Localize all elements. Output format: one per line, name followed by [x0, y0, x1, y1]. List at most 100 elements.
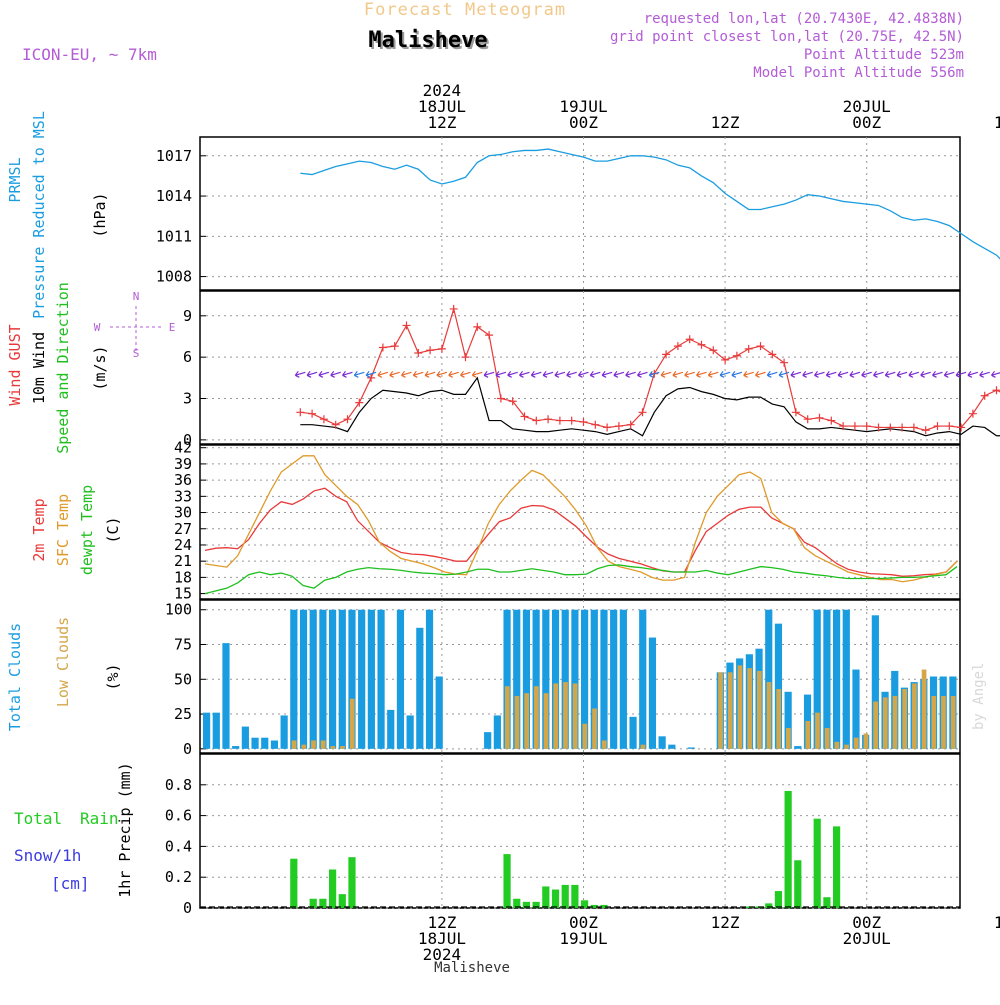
header-subtitle: Forecast Meteogram: [364, 0, 566, 20]
wind-gust-marker: [757, 342, 765, 350]
wind-gust-line: [300, 305, 1000, 430]
wind-gust-marker: [745, 345, 753, 353]
total-cloud-bar: [387, 710, 394, 749]
wind-label-10m: 10m Wind: [30, 332, 48, 404]
wind-gust-marker: [403, 321, 411, 329]
temp-label-2m: 2m Temp: [30, 498, 48, 561]
low-cloud-bar: [854, 738, 859, 749]
wind-gust-marker: [686, 335, 694, 343]
wind-direction-arrow: [933, 371, 943, 377]
compass-cross: [110, 306, 162, 352]
rain-bar: [348, 857, 355, 908]
cloud-unit: (%): [104, 663, 122, 690]
wind-direction-arrow: [484, 371, 494, 377]
cloud-tick-label: 100: [165, 601, 192, 619]
temp-dewpoint-line: [205, 565, 957, 594]
low-cloud-bar: [815, 713, 820, 749]
wind-gust-marker: [591, 421, 599, 429]
total-cloud-bar: [368, 610, 375, 749]
low-cloud-bar: [292, 740, 297, 748]
pressure-line: [300, 149, 1000, 279]
total-cloud-bar: [281, 715, 288, 748]
total-cloud-bar: [852, 670, 859, 749]
total-cloud-bar: [649, 638, 656, 749]
requested-location: requested lon,lat (20.7430E, 42.4838N): [644, 11, 964, 27]
wind-direction-arrow: [390, 371, 400, 377]
precip-tick-label: 0.4: [165, 837, 192, 855]
wind-direction-arrow: [956, 371, 966, 377]
wind-tick-label: 3: [183, 390, 192, 408]
wind-direction-arrow: [992, 371, 1000, 377]
wind-direction-arrow: [531, 371, 541, 377]
wind-direction-arrow: [307, 371, 317, 377]
low-cloud-bar: [922, 670, 927, 749]
total-cloud-bar: [659, 736, 666, 749]
pressure-tick-label: 1011: [156, 227, 192, 245]
low-cloud-bar: [805, 721, 810, 749]
total-cloud-bar: [833, 610, 840, 749]
rain-bar: [823, 897, 830, 908]
wind-gust-marker: [296, 408, 304, 416]
wind-label-direction: Speed and Direction: [54, 282, 72, 454]
wind-direction-arrow: [508, 371, 518, 377]
wind-tick-label: 6: [183, 348, 192, 366]
wind-direction-arrow: [944, 371, 954, 377]
temp-label-dewpoint: dewpt Temp: [78, 485, 96, 575]
total-cloud-bar: [639, 610, 646, 749]
total-cloud-bar: [794, 746, 801, 749]
pressure-label-msl: Pressure Reduced to MSL: [30, 111, 48, 319]
top-time-label: 00Z: [852, 113, 881, 132]
total-cloud-bar: [329, 610, 336, 749]
wind-direction-arrow: [850, 371, 860, 377]
rain-bar: [562, 885, 569, 908]
wind-direction-arrow: [378, 371, 388, 377]
low-cloud-bar: [583, 724, 588, 749]
wind-direction-arrow: [602, 371, 612, 377]
low-cloud-bar: [931, 696, 936, 749]
pressure-unit: (hPa): [91, 192, 109, 237]
temp-sfc-line: [205, 456, 957, 582]
wind-direction-arrow: [980, 371, 990, 377]
wind-direction-arrow: [803, 371, 813, 377]
wind-direction-arrow: [897, 371, 907, 377]
low-cloud-bar: [544, 693, 549, 749]
wind-gust-marker: [863, 422, 871, 430]
rain-bar: [794, 860, 801, 908]
model-label: ICON-EU, ~ 7km: [22, 45, 157, 64]
precip-tick-label: 0: [183, 899, 192, 917]
low-cloud-bar: [515, 696, 520, 749]
low-cloud-bar: [776, 689, 781, 749]
wind-gust-marker: [556, 417, 564, 425]
low-cloud-bar: [825, 728, 830, 749]
low-cloud-bar: [728, 672, 733, 749]
low-cloud-bar: [883, 697, 888, 748]
wind-gust-marker: [851, 422, 859, 430]
low-cloud-bar: [350, 699, 355, 749]
low-cloud-bar: [873, 702, 878, 749]
wind-direction-arrow: [295, 371, 305, 377]
pressure-label-prmsl: PRMSL: [6, 157, 24, 202]
wind-direction-arrow: [354, 371, 364, 377]
wind-gust-marker: [462, 353, 470, 361]
wind-direction-arrow: [874, 371, 884, 377]
pressure-tick-label: 1014: [156, 187, 192, 205]
low-cloud-bar: [592, 708, 597, 748]
precip-tick-label: 0.2: [165, 868, 192, 886]
wind-direction-arrow: [909, 371, 919, 377]
wind-direction-arrow: [402, 371, 412, 377]
bottom-time-label: 19JUL: [559, 929, 607, 948]
low-cloud-bar: [738, 665, 743, 748]
wind-gust-marker: [768, 350, 776, 358]
wind-direction-arrow: [343, 371, 353, 377]
wind-gust-marker: [615, 422, 623, 430]
total-cloud-bar: [377, 610, 384, 749]
low-cloud-bar: [641, 745, 646, 749]
wind-direction-arrow: [319, 371, 329, 377]
low-cloud-bar: [912, 683, 917, 748]
low-cloud-bar: [524, 693, 529, 749]
low-cloud-bar: [301, 745, 306, 749]
total-cloud-bar: [242, 727, 249, 749]
total-cloud-bar: [290, 610, 297, 749]
